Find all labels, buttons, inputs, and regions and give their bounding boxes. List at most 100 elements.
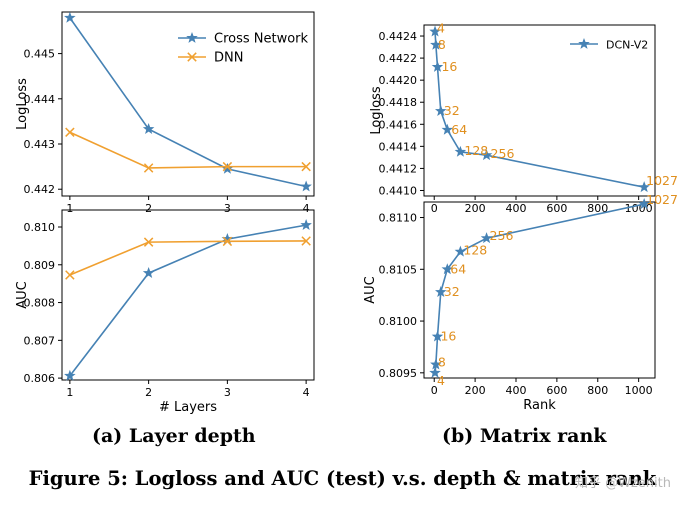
x-tick-label: 400 — [505, 384, 526, 397]
data-point — [441, 263, 454, 275]
x-tick-label: 0 — [431, 202, 438, 215]
point-label: 16 — [440, 329, 456, 344]
y-tick-label: 0.8105 — [379, 263, 418, 276]
data-point — [435, 104, 447, 116]
point-label: 64 — [450, 261, 466, 276]
series-line — [434, 203, 645, 373]
y-tick-label: 0.8110 — [379, 212, 418, 225]
x-tick-label: 800 — [587, 202, 608, 215]
data-point — [143, 237, 154, 247]
point-label: 32 — [444, 103, 460, 118]
data-point — [142, 267, 155, 278]
legend-label: Cross Network — [214, 32, 309, 47]
point-label: 4 — [437, 373, 445, 388]
y-axis-label: Logloss — [369, 86, 384, 135]
plot-frame — [423, 201, 656, 379]
plot-frame — [61, 11, 315, 197]
x-tick-label: 1 — [66, 202, 73, 215]
point-label: 1027 — [646, 192, 678, 207]
y-tick-label: 0.8095 — [379, 367, 418, 380]
data-point — [300, 219, 312, 231]
data-point — [454, 245, 467, 257]
series-line — [69, 224, 307, 377]
x-tick-label: 200 — [465, 202, 486, 215]
chart-panel-4: 0.8095 0.8100 0.8105 0.8110 0 200 400 600 800 100… — [363, 192, 678, 413]
data-point — [222, 161, 233, 172]
y-tick-label: 0.808 — [24, 297, 56, 310]
x-tick-label: 2 — [145, 386, 152, 399]
x-tick-label: 400 — [505, 202, 526, 215]
chart-panel-2: 0.806 0.807 0.808 0.809 0.810 1 2 3 4 AUC # Layers — [15, 209, 315, 415]
y-tick-label: 0.8100 — [379, 315, 418, 328]
data-point — [638, 198, 650, 209]
legend-marker — [186, 31, 198, 43]
x-tick-label: 600 — [546, 202, 567, 215]
subfigure-a-caption: (a) Layer depth — [92, 425, 256, 447]
data-point — [301, 161, 311, 172]
point-label: 1027 — [646, 173, 678, 188]
data-point — [221, 162, 234, 174]
x-tick-label: 1 — [66, 386, 73, 399]
y-axis-label: AUC — [15, 281, 30, 309]
data-point — [638, 181, 650, 193]
x-tick-label: 200 — [465, 384, 486, 397]
legend-label: DCN-V2 — [606, 39, 648, 52]
series-line — [69, 17, 307, 188]
data-point — [454, 145, 467, 157]
plot-frame — [61, 209, 315, 381]
y-tick-label: 0.809 — [24, 259, 56, 272]
y-tick-label: 0.443 — [24, 138, 56, 151]
y-axis-label: LogLoss — [15, 78, 30, 130]
y-tick-label: 0.442 — [24, 183, 56, 196]
data-point — [64, 11, 76, 23]
chart-panel-3: 0.4410 0.4412 0.4414 0.4416 0.4418 0.4420 0.44… — [369, 21, 678, 215]
data-point — [222, 236, 233, 247]
x-tick-label: 4 — [303, 386, 310, 399]
point-label: 256 — [490, 228, 514, 243]
data-point — [429, 366, 441, 378]
x-tick-label: 3 — [224, 202, 231, 215]
x-tick-label: 3 — [224, 386, 231, 399]
x-tick-label: 0 — [431, 384, 438, 397]
series-line — [434, 31, 645, 188]
series-line — [69, 131, 307, 169]
y-tick-label: 0.807 — [24, 334, 56, 347]
y-tick-label: 0.4410 — [379, 184, 418, 197]
legend-label: DNN — [214, 51, 243, 66]
data-point — [441, 123, 454, 135]
point-label: 16 — [441, 59, 457, 74]
point-label: 128 — [463, 243, 487, 258]
y-tick-label: 0.806 — [24, 372, 56, 385]
point-label: 32 — [444, 284, 460, 299]
data-point — [480, 232, 493, 244]
series-line — [69, 240, 307, 276]
point-label: 64 — [451, 122, 467, 137]
subfigure-b-caption: (b) Matrix rank — [442, 425, 607, 447]
data-point — [430, 38, 442, 50]
plot-frame — [423, 24, 656, 197]
data-point — [431, 60, 444, 72]
data-point — [431, 330, 444, 342]
data-point — [430, 358, 442, 370]
y-tick-label: 0.444 — [24, 93, 56, 106]
watermark: 知乎 @Wzenith — [575, 476, 671, 491]
y-tick-label: 0.4424 — [379, 30, 418, 43]
point-label: 8 — [438, 37, 446, 52]
y-tick-label: 0.4416 — [379, 118, 418, 131]
point-label: 4 — [437, 21, 445, 36]
y-tick-label: 0.4412 — [379, 162, 418, 175]
data-point — [64, 369, 76, 381]
x-tick-label: 2 — [145, 202, 152, 215]
data-point — [65, 127, 75, 137]
y-tick-label: 0.4420 — [379, 74, 418, 87]
legend-marker — [187, 52, 197, 62]
point-label: 256 — [491, 146, 515, 161]
data-point — [143, 163, 154, 173]
data-point — [65, 270, 75, 280]
data-point — [480, 149, 493, 161]
x-tick-label: 800 — [587, 384, 608, 397]
y-tick-label: 0.445 — [24, 48, 56, 61]
point-label: 8 — [438, 355, 446, 370]
y-tick-label: 0.4422 — [379, 52, 418, 65]
data-point — [300, 180, 312, 192]
